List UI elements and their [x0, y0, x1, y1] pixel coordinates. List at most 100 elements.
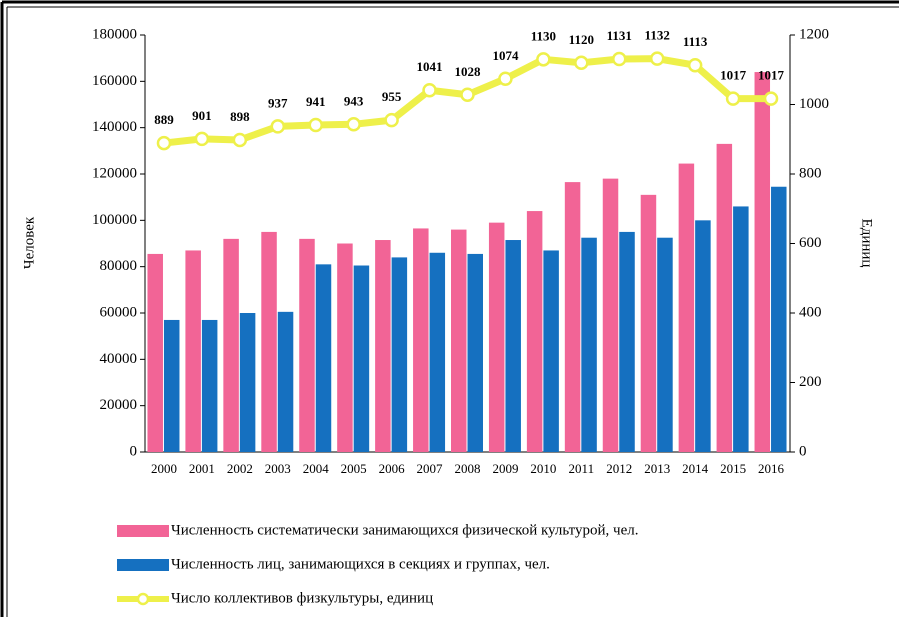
x-tick-label: 2016: [758, 461, 785, 476]
x-tick-label: 2013: [644, 461, 670, 476]
bar: [315, 264, 332, 452]
line-point: [574, 55, 589, 71]
line-point: [270, 119, 286, 134]
value-label: 1017: [720, 68, 747, 83]
value-label: 1130: [531, 28, 556, 43]
y-tick-label: 120000: [92, 165, 137, 181]
y-tick-label: 140000: [92, 119, 137, 135]
line-point: [308, 117, 323, 133]
bar: [239, 313, 256, 452]
legend-label: Численность систематически занимающихся …: [171, 522, 638, 538]
value-label: 1041: [417, 59, 443, 74]
bar: [716, 143, 733, 452]
y-tick-label: 40000: [100, 351, 138, 367]
line-point: [156, 135, 172, 151]
bar: [337, 243, 353, 452]
line-point: [498, 71, 513, 87]
bar: [754, 72, 771, 453]
bar: [223, 238, 239, 452]
y2-tick-label: 600: [799, 235, 822, 251]
y-tick-label: 100000: [92, 212, 137, 228]
y-tick-label: 160000: [92, 73, 137, 89]
bar: [640, 194, 657, 452]
bar: [488, 222, 505, 452]
line-point: [536, 52, 551, 67]
bar: [771, 186, 787, 452]
bar: [429, 252, 446, 452]
bar: [581, 237, 597, 452]
line-point: [194, 131, 210, 147]
bar: [163, 319, 180, 452]
y-tick-label: 60000: [100, 304, 138, 320]
bar: [564, 182, 581, 452]
line-point: [422, 83, 437, 98]
legend-label: Численность лиц, занимающихся в секциях …: [171, 556, 550, 572]
x-tick-label: 2015: [720, 461, 746, 476]
bar: [619, 231, 635, 452]
bar: [375, 240, 391, 452]
value-label: 955: [382, 89, 402, 104]
value-label: 898: [230, 109, 250, 124]
line-point: [346, 117, 361, 132]
value-label: 1132: [645, 28, 670, 43]
x-tick-label: 2010: [530, 461, 556, 476]
x-tick-label: 2000: [151, 461, 177, 476]
line-point: [725, 91, 741, 106]
value-label: 1131: [607, 28, 632, 43]
x-tick-label: 2005: [341, 461, 367, 476]
value-label: 1113: [683, 34, 708, 49]
line-point: [687, 57, 703, 73]
line-point: [612, 51, 627, 67]
legend-label: Число коллективов физкультуры, единиц: [171, 590, 433, 606]
bar: [353, 265, 370, 452]
value-label: 901: [192, 108, 212, 123]
x-tick-label: 2006: [379, 461, 406, 476]
value-label: 937: [268, 95, 288, 110]
bar: [201, 319, 218, 452]
x-tick-label: 2003: [265, 461, 291, 476]
value-label: 889: [154, 112, 174, 127]
bar: [602, 178, 619, 452]
bar: [391, 257, 408, 452]
bar: [505, 240, 521, 452]
legend-swatch: [136, 592, 150, 606]
y2-tick-label: 800: [799, 165, 822, 181]
bar: [277, 311, 294, 452]
y-tick-label: 0: [130, 443, 138, 459]
bar: [185, 250, 201, 452]
y2-tick-label: 1000: [799, 96, 829, 112]
x-tick-label: 2014: [682, 461, 709, 476]
value-label: 941: [306, 94, 326, 109]
y2-tick-label: 1200: [799, 26, 829, 42]
bar: [467, 253, 483, 452]
x-tick-label: 2012: [606, 461, 632, 476]
y2-tick-label: 0: [799, 443, 807, 459]
y2-axis-label: Единиц: [859, 219, 875, 268]
value-label: 1074: [492, 48, 519, 63]
bar: [261, 231, 277, 452]
bar: [147, 253, 163, 452]
x-tick-label: 2004: [303, 461, 330, 476]
bar: [299, 238, 315, 452]
x-tick-label: 2007: [417, 461, 444, 476]
y-tick-label: 20000: [100, 397, 138, 413]
legend-swatch: [117, 525, 169, 537]
line-point: [460, 87, 475, 103]
y-tick-label: 80000: [100, 258, 138, 274]
y-tick-label: 180000: [92, 26, 137, 42]
line-point: [384, 112, 399, 128]
bar: [543, 250, 559, 452]
y2-tick-label: 400: [799, 304, 822, 320]
value-label: 1120: [569, 32, 594, 47]
x-tick-label: 2002: [227, 461, 253, 476]
bar: [413, 228, 429, 452]
value-label: 1017: [758, 68, 785, 83]
bar: [451, 229, 467, 452]
y-axis-label: Человек: [21, 216, 37, 269]
x-tick-label: 2009: [492, 461, 518, 476]
line-point: [232, 132, 248, 148]
value-label: 943: [344, 93, 364, 108]
bar: [526, 211, 543, 452]
legend-swatch: [117, 559, 169, 571]
